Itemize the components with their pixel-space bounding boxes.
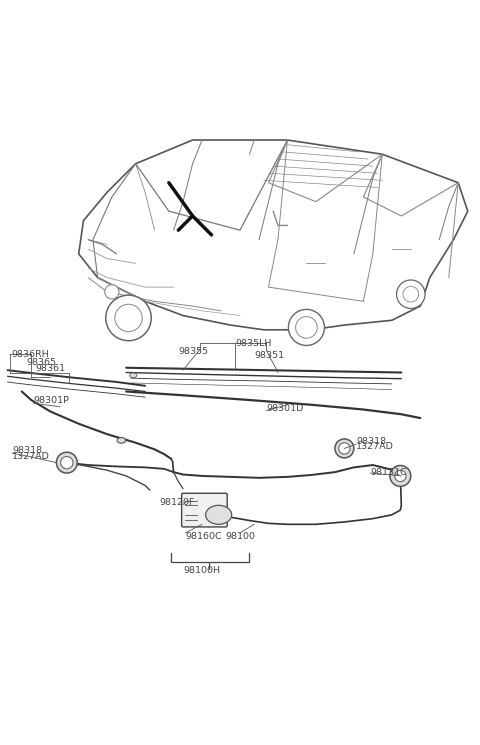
Text: 1327AD: 1327AD (12, 451, 50, 460)
Text: 98351: 98351 (254, 352, 284, 361)
Circle shape (296, 317, 317, 338)
Circle shape (288, 309, 324, 346)
Text: 9836RH: 9836RH (12, 350, 49, 359)
Ellipse shape (130, 373, 137, 378)
Circle shape (403, 286, 419, 302)
Text: 98318: 98318 (12, 446, 42, 454)
Text: 98131C: 98131C (371, 468, 407, 477)
Circle shape (339, 443, 350, 454)
Text: 9835LH: 9835LH (235, 338, 272, 348)
Text: 98301P: 98301P (34, 396, 70, 405)
Circle shape (390, 466, 411, 486)
Circle shape (395, 470, 406, 481)
Circle shape (60, 457, 73, 469)
Ellipse shape (205, 505, 232, 524)
Circle shape (105, 285, 119, 299)
Text: 98100: 98100 (226, 532, 256, 541)
Polygon shape (79, 140, 468, 330)
Text: 98318: 98318 (356, 437, 386, 446)
Text: 98100H: 98100H (183, 566, 220, 575)
Circle shape (396, 280, 425, 308)
Text: 98355: 98355 (179, 346, 208, 355)
Circle shape (115, 304, 142, 332)
Text: 1327AD: 1327AD (356, 443, 394, 451)
Text: 98120F: 98120F (159, 498, 195, 507)
Ellipse shape (117, 437, 126, 443)
Circle shape (106, 295, 151, 340)
Text: 98160C: 98160C (185, 532, 222, 541)
Circle shape (335, 439, 354, 458)
FancyBboxPatch shape (181, 493, 227, 527)
Text: 98301D: 98301D (266, 404, 303, 413)
Circle shape (56, 452, 77, 473)
Text: 98365: 98365 (26, 358, 57, 367)
Text: 98361: 98361 (35, 364, 65, 373)
